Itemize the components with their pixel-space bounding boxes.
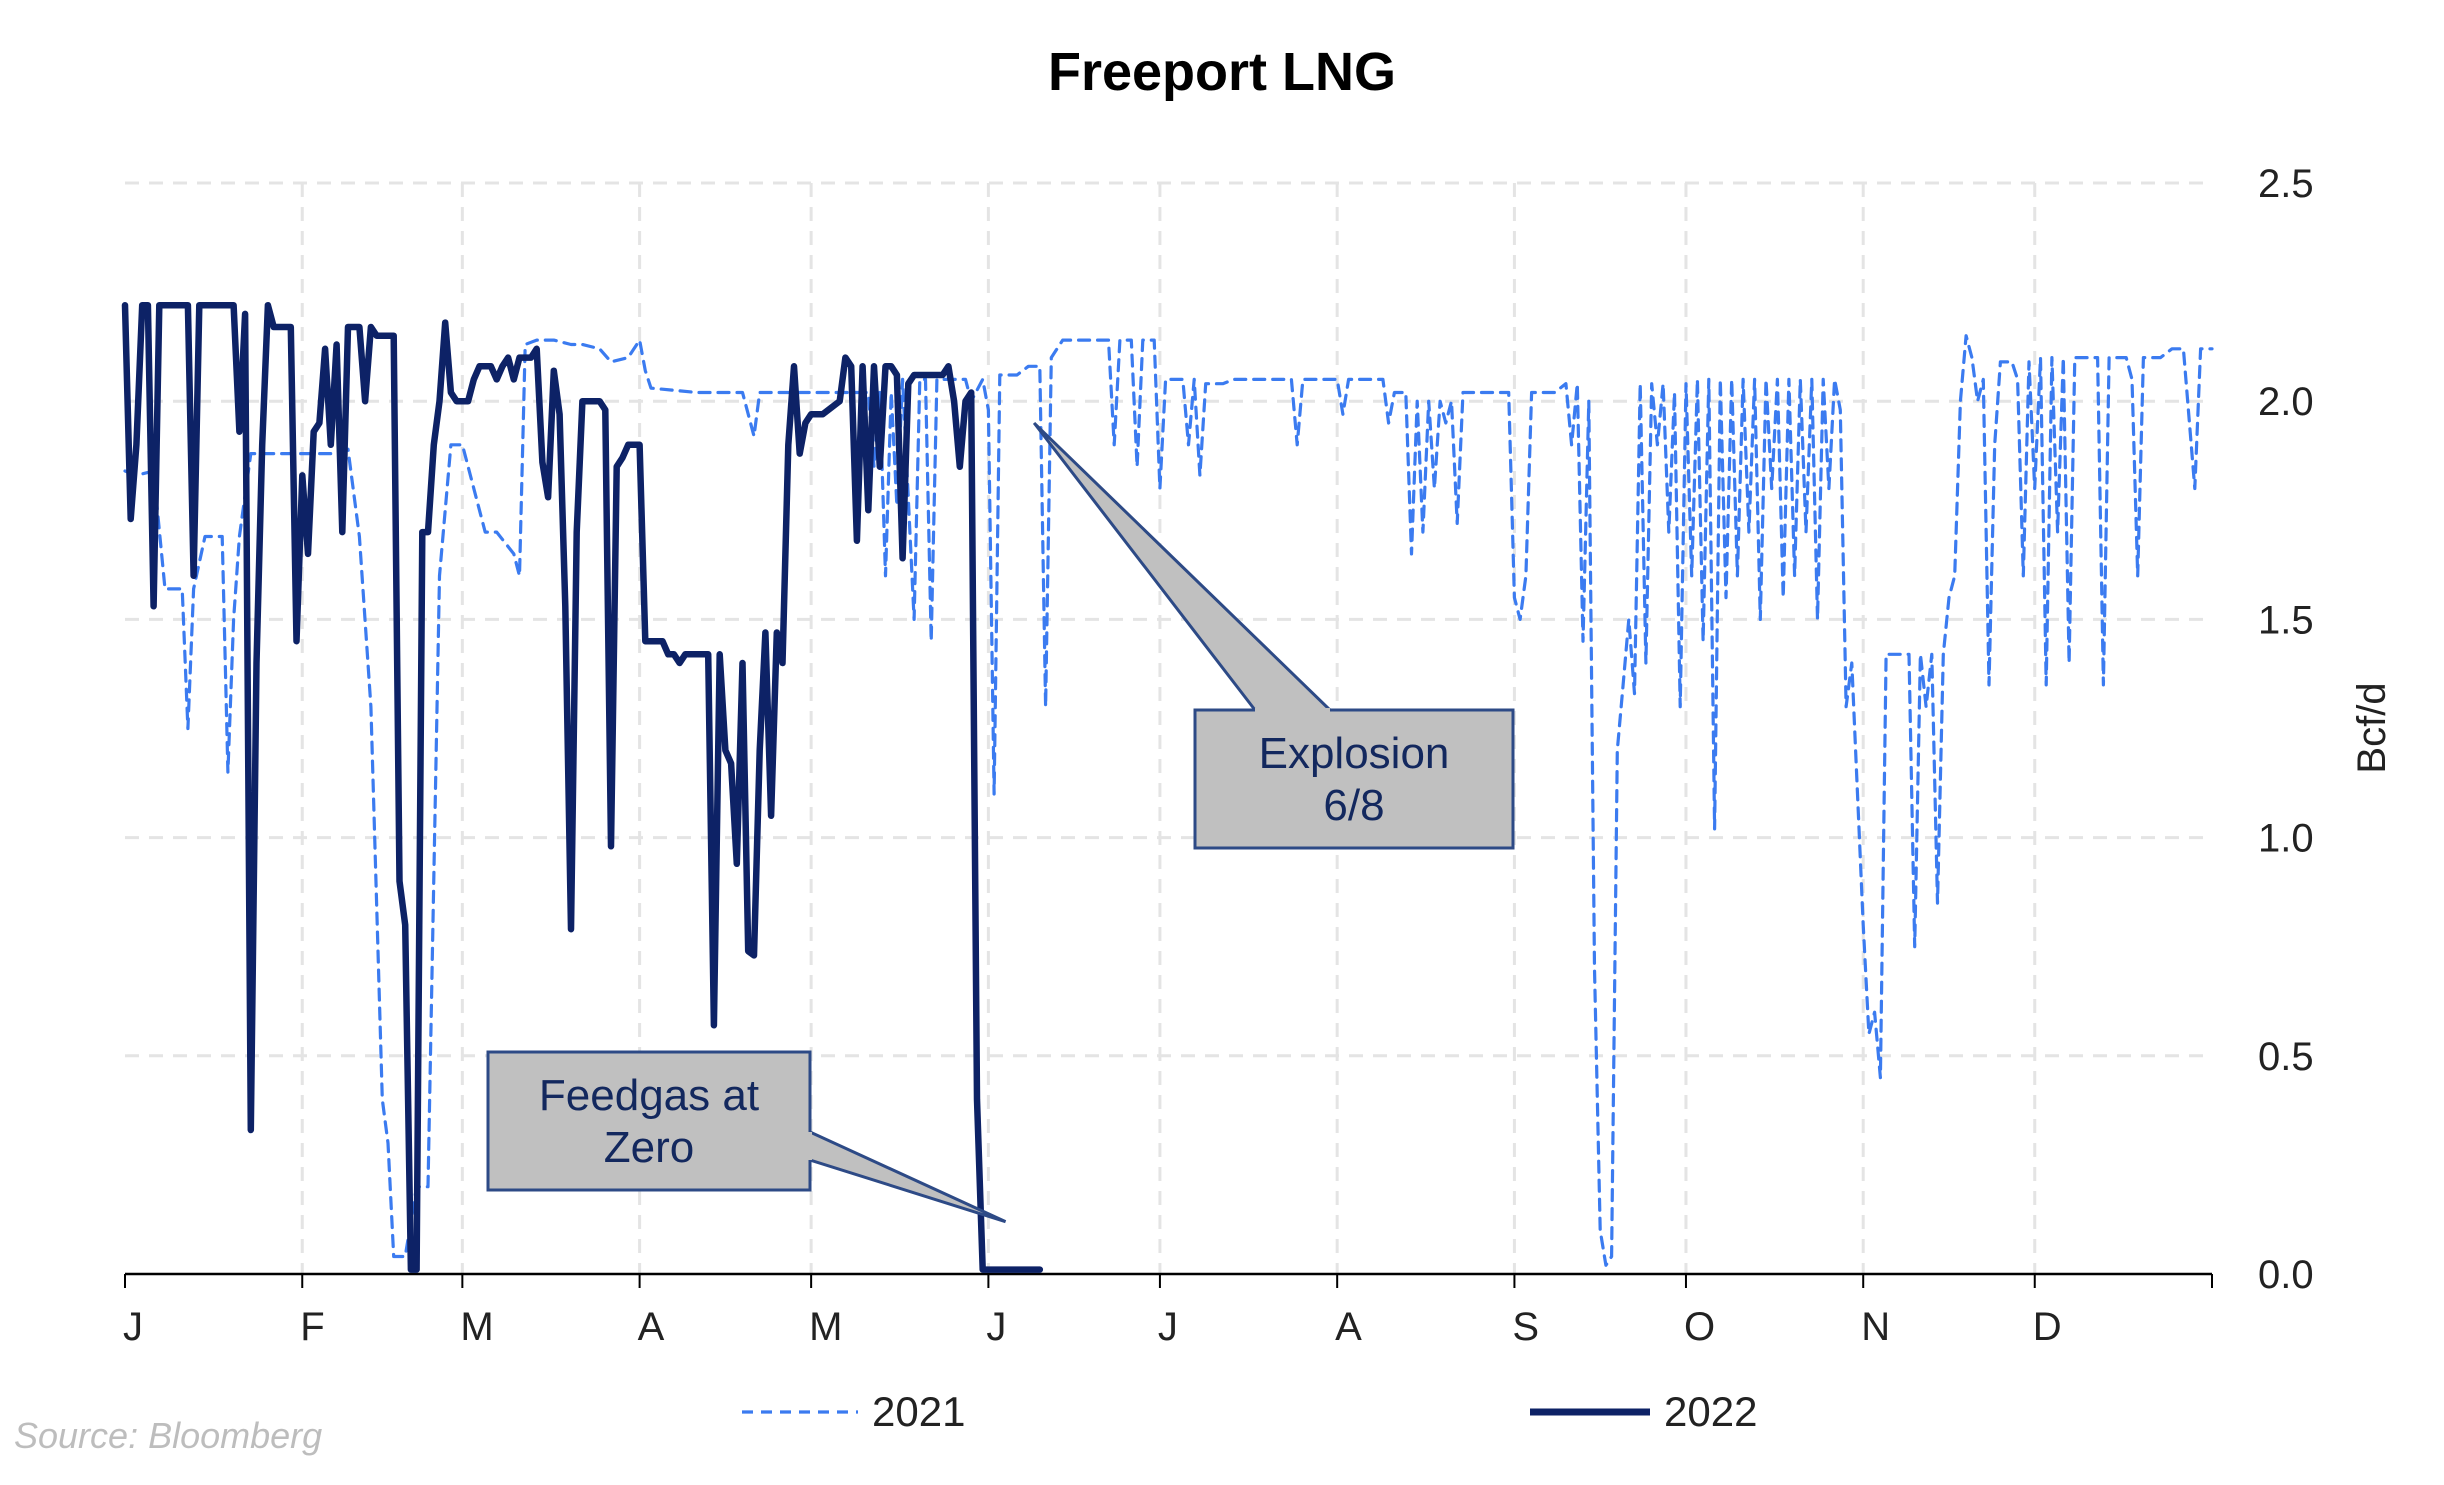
callout-text: Zero: [604, 1123, 694, 1172]
x-tick-label: J: [123, 1305, 143, 1349]
legend-label-2021: 2021: [872, 1388, 965, 1435]
x-tick-label: A: [1335, 1305, 1362, 1349]
x-tick-label: N: [1861, 1305, 1890, 1349]
axes: 0.0 0.5 1.0 1.5 2.0 2.5 J F M A M J J A S O N D: [123, 162, 2314, 1349]
y-tick-label: 0.0: [2258, 1253, 2314, 1297]
source-note: Source: Bloomberg: [14, 1415, 322, 1456]
y-tick-label: 2.0: [2258, 380, 2314, 424]
x-tick-label: M: [809, 1305, 842, 1349]
callout-text: 6/8: [1323, 781, 1384, 830]
y-tick-label: 0.5: [2258, 1035, 2314, 1079]
x-tick-label: J: [1158, 1305, 1178, 1349]
callout-text: Feedgas at: [539, 1071, 759, 1120]
x-tick-label: O: [1684, 1305, 1715, 1349]
callout-text: Explosion: [1259, 729, 1450, 778]
legend-label-2022: 2022: [1664, 1388, 1757, 1435]
series-line-2022: [121, 301, 1044, 1273]
series-line-2021: [123, 334, 2214, 1267]
x-tick-label: F: [300, 1305, 324, 1349]
y-tick-label: 1.5: [2258, 598, 2314, 642]
x-tick-label: J: [986, 1305, 1006, 1349]
legend: 2021 2022: [742, 1388, 1757, 1435]
grid: [125, 181, 2212, 1274]
x-tick-label: A: [638, 1305, 665, 1349]
plot-area: [121, 301, 2214, 1273]
x-tick-label: S: [1512, 1305, 1539, 1349]
y-axis-label: Bcf/d: [2350, 682, 2394, 773]
chart-title: Freeport LNG: [1048, 42, 1396, 102]
y-tick-label: 1.0: [2258, 817, 2314, 861]
x-tick-label: D: [2033, 1305, 2062, 1349]
callout-box: [486, 1050, 812, 1192]
callout-box: [1193, 708, 1515, 850]
x-tick-label: M: [460, 1305, 493, 1349]
callout-pointer: [1032, 421, 1334, 712]
y-tick-label: 2.5: [2258, 162, 2314, 206]
